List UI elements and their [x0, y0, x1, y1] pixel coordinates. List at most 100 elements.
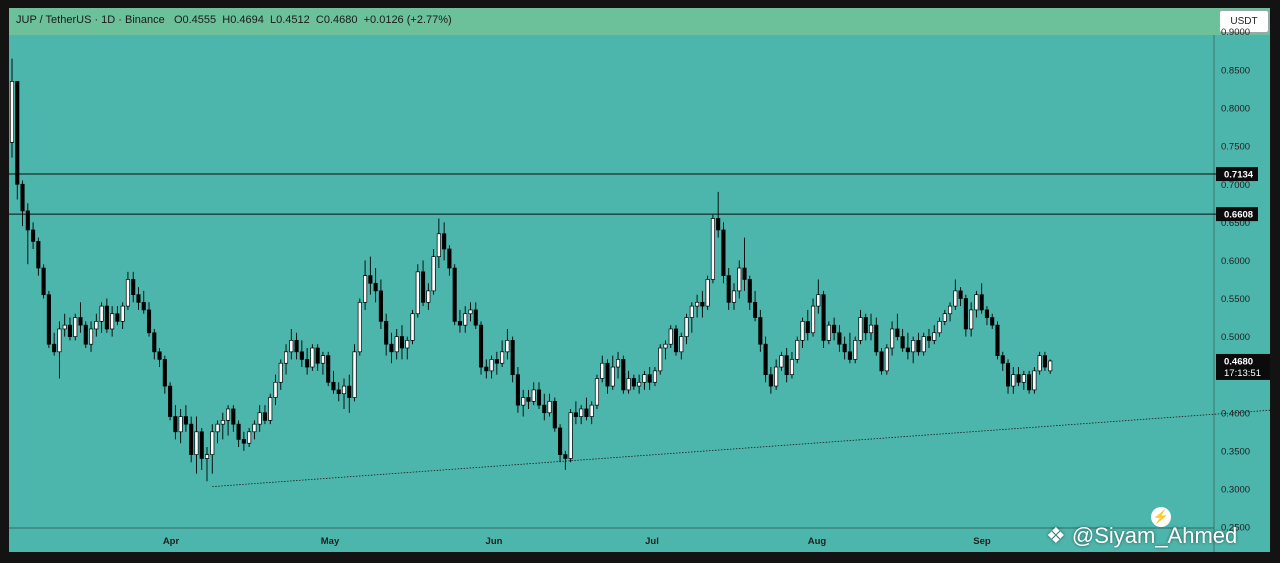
- candle-down: [157, 351, 162, 360]
- candle-down: [847, 351, 852, 360]
- candle-down: [916, 340, 921, 353]
- candle-down: [552, 400, 557, 429]
- candle-down: [1042, 355, 1047, 368]
- price-tick-label: 0.5500: [1221, 294, 1250, 305]
- candle-up: [921, 336, 926, 353]
- candle-down: [389, 343, 394, 353]
- candle-up: [642, 374, 647, 383]
- candle-up: [547, 400, 552, 414]
- candle-down: [189, 423, 194, 455]
- candle-down: [141, 301, 146, 311]
- candle-up: [684, 317, 689, 337]
- candle-up: [463, 313, 468, 326]
- level-price-label: 0.7134: [1224, 170, 1254, 181]
- symbol-name[interactable]: JUP / TetherUS · 1D · Binance: [16, 14, 165, 26]
- price-tick-label: 0.2500: [1221, 523, 1250, 534]
- lightning-icon[interactable]: ⚡: [1151, 507, 1171, 527]
- candle-down: [721, 229, 726, 276]
- candle-up: [363, 275, 368, 303]
- candle-up: [125, 279, 130, 307]
- candle-up: [610, 366, 615, 387]
- candle-up: [210, 431, 215, 455]
- candle-down: [168, 385, 173, 417]
- candle-up: [668, 328, 673, 345]
- candle-down: [25, 210, 30, 231]
- candle-down: [963, 298, 968, 330]
- time-tick-label: Jun: [486, 536, 503, 547]
- candle-up: [826, 324, 831, 341]
- candle-up: [932, 332, 937, 341]
- candle-up: [816, 294, 821, 307]
- close-value: C0.4680: [315, 14, 358, 26]
- candle-down: [152, 332, 157, 353]
- candle-down: [573, 412, 578, 417]
- price-tick-label: 0.8500: [1221, 66, 1250, 77]
- candle-up: [795, 340, 800, 360]
- candle-up: [911, 340, 916, 353]
- candle-down: [41, 267, 46, 296]
- currency-button[interactable]: USDT: [1219, 10, 1269, 33]
- candle-down: [726, 275, 731, 303]
- candle-up: [1021, 374, 1026, 383]
- candle-down: [842, 343, 847, 353]
- candle-up: [99, 305, 104, 322]
- candle-down: [863, 317, 868, 334]
- candle-up: [257, 412, 262, 425]
- candle-up: [695, 301, 700, 307]
- candle-down: [990, 317, 995, 326]
- candle-down: [78, 317, 83, 326]
- candle-up: [215, 423, 220, 433]
- time-tick-label: Aug: [808, 536, 827, 547]
- candle-up: [953, 290, 958, 307]
- candle-up: [568, 412, 573, 459]
- price-tick-label: 0.7500: [1221, 142, 1250, 153]
- candle-up: [779, 355, 784, 368]
- candle-down: [173, 416, 178, 433]
- candle-down: [673, 328, 679, 353]
- candle-up: [352, 351, 357, 398]
- candle-down: [115, 313, 120, 322]
- candle-down: [1000, 355, 1005, 364]
- support-trendline: [212, 409, 1277, 488]
- candle-down: [763, 343, 768, 376]
- candle-up: [357, 301, 362, 353]
- candle-up: [341, 385, 347, 395]
- candle-down: [742, 267, 747, 280]
- candle-up: [62, 324, 67, 330]
- candle-up: [489, 359, 494, 372]
- candle-up: [320, 355, 325, 364]
- candle-up: [626, 378, 631, 391]
- candle-down: [753, 301, 758, 318]
- candle-up: [600, 362, 605, 379]
- current-price-label: 0.4680: [1224, 356, 1253, 367]
- candle-up: [88, 328, 94, 345]
- candle-down: [821, 294, 826, 341]
- candle-up: [800, 321, 805, 341]
- candle-up: [278, 362, 283, 383]
- watermark: ❖ @Siyam_Ahmed: [1046, 523, 1237, 549]
- candle-down: [336, 389, 341, 395]
- candle-up: [289, 340, 294, 353]
- candle-down: [700, 301, 705, 307]
- candle-down: [784, 355, 789, 376]
- candle-up: [247, 431, 252, 444]
- chart-area[interactable]: [9, 8, 1270, 552]
- time-tick-label: May: [321, 536, 340, 547]
- candle-up: [410, 313, 415, 341]
- candle-up: [120, 305, 125, 322]
- candle-down: [294, 340, 299, 353]
- candle-down: [183, 416, 188, 425]
- candle-down: [162, 359, 167, 387]
- candle-down: [347, 385, 352, 398]
- candle-up: [394, 336, 399, 353]
- candle-down: [874, 324, 879, 353]
- candle-up: [1048, 360, 1053, 372]
- candle-down: [236, 423, 241, 440]
- price-tick-label: 0.8000: [1221, 104, 1250, 115]
- candle-up: [689, 305, 694, 318]
- candle-up: [431, 256, 436, 292]
- candle-up: [57, 328, 62, 353]
- candle-down: [452, 267, 457, 322]
- current-price-tag: [1216, 353, 1270, 380]
